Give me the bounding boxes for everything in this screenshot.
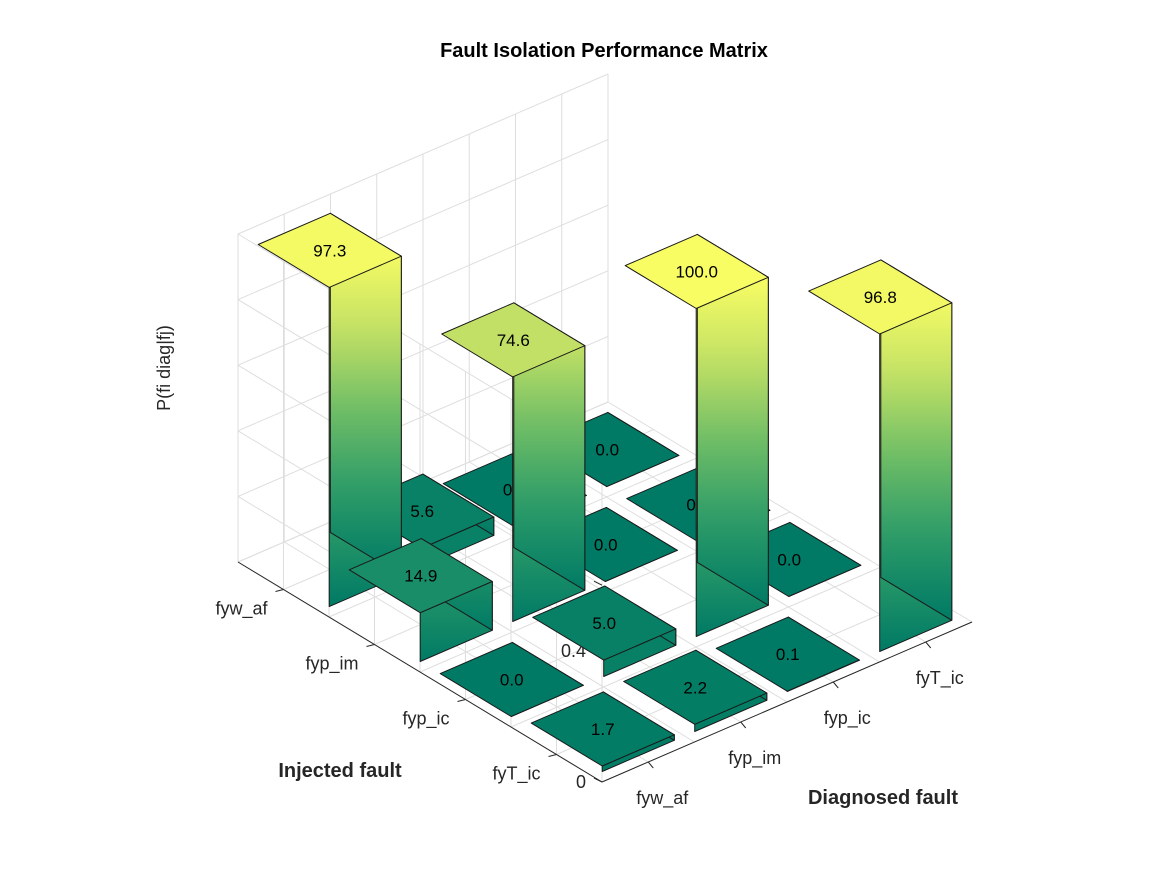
y-axis-label: Injected fault [278, 760, 402, 782]
y-tick-label: fyp_im [305, 654, 358, 675]
z-tick [593, 580, 603, 586]
x-tick-label: fyp_im [728, 748, 781, 769]
bar: 100.0 [624, 233, 769, 637]
x-tick [925, 641, 932, 649]
bar: 1.7 [530, 691, 675, 772]
bars-layer: 0.00.05.697.30.00.074.614.90.0100.05.00.… [257, 212, 953, 772]
bar-top-face [808, 259, 953, 335]
x-axis-line [601, 621, 973, 783]
z-axis-label: P(fi diag|fj) [154, 325, 174, 411]
y-tick [457, 699, 466, 702]
y-tick [548, 754, 557, 757]
bar: 2.2 [623, 649, 768, 732]
bar-top-face [439, 641, 584, 717]
bar-value-label: 0.0 [500, 671, 524, 690]
bar: 14.9 [348, 538, 493, 662]
x-axis-label: Diagnosed fault [808, 787, 958, 809]
bar: 97.3 [257, 212, 402, 608]
x-tick [740, 721, 747, 729]
x-tick [647, 761, 654, 769]
grid-line-floor [510, 566, 882, 728]
bar: 0.1 [715, 616, 860, 692]
bar-value-label: 96.8 [864, 288, 897, 307]
bar-value-label: 5.6 [410, 502, 434, 521]
x-tick-label: fyw_af [636, 788, 689, 809]
bar-value-label: 0.0 [595, 441, 619, 460]
bar-value-label: 1.7 [591, 720, 615, 739]
bar-value-label: 0.1 [776, 645, 800, 664]
y-tick [366, 644, 375, 647]
x-tick-label: fyp_ic [824, 708, 871, 729]
bar-top-face [624, 233, 769, 309]
bar-top-face [441, 302, 586, 378]
x-tick-label: fyT_ic [916, 668, 964, 689]
bar-value-label: 74.6 [497, 331, 530, 350]
bar-top-face [532, 585, 677, 661]
bar: 5.0 [532, 585, 677, 677]
y-tick-label: fyp_ic [402, 709, 449, 730]
bar-value-label: 100.0 [675, 263, 718, 282]
bar: 0.0 [439, 641, 584, 717]
chart-title: Fault Isolation Performance Matrix [440, 40, 768, 62]
bar-top-face [348, 538, 493, 614]
bar-value-label: 0.0 [594, 536, 618, 555]
bar-value-label: 5.0 [592, 614, 616, 633]
bar-value-label: 2.2 [683, 678, 707, 697]
bar-top-face [715, 616, 860, 692]
bar-value-label: 0.0 [777, 551, 801, 570]
y-tick [275, 589, 284, 592]
y-axis-line [237, 561, 603, 783]
bar: 96.8 [808, 259, 953, 652]
y-tick-label: fyw_af [215, 599, 268, 620]
bar: 74.6 [441, 302, 586, 622]
bar-value-label: 14.9 [404, 567, 437, 586]
z-tick-label: 0 [576, 772, 586, 792]
x-tick [832, 681, 839, 689]
bar-top-face [623, 649, 768, 725]
bar-value-label: 97.3 [313, 241, 346, 260]
y-tick-label: fyT_ic [492, 764, 540, 785]
bar-top-face [257, 212, 402, 288]
bar-top-face [530, 691, 675, 767]
